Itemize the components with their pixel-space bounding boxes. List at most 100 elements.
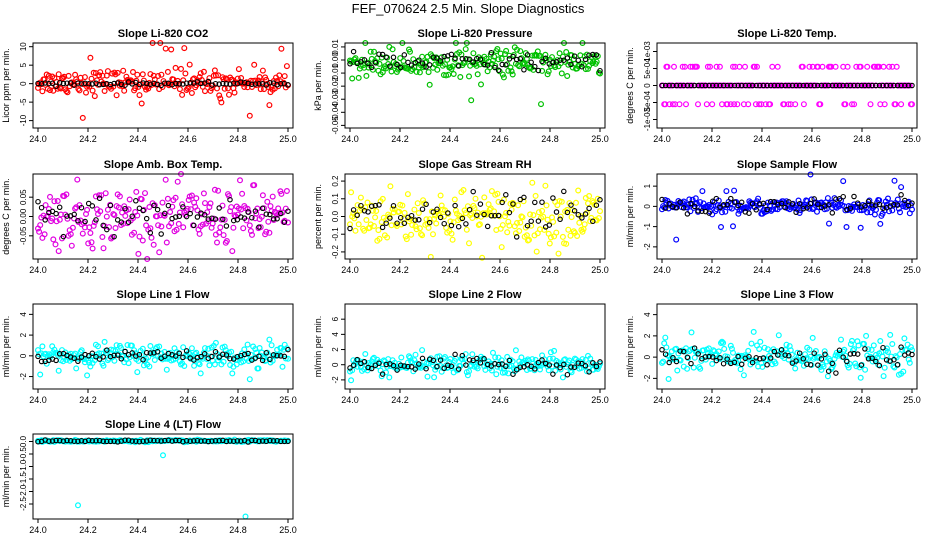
x-tick-label: 24.0 bbox=[341, 265, 359, 275]
reference-point bbox=[836, 82, 843, 89]
data-point bbox=[188, 345, 195, 352]
data-point bbox=[88, 239, 95, 246]
reference-point bbox=[495, 361, 502, 368]
reference-point bbox=[82, 218, 88, 225]
reference-point bbox=[688, 200, 694, 207]
data-point bbox=[523, 55, 530, 62]
reference-point bbox=[234, 353, 241, 360]
reference-point bbox=[434, 206, 440, 213]
data-point bbox=[42, 202, 49, 209]
reference-point bbox=[459, 56, 466, 62]
reference-point bbox=[201, 351, 208, 357]
reference-point bbox=[397, 362, 404, 369]
reference-point bbox=[582, 56, 589, 63]
reference-point bbox=[122, 205, 128, 212]
reference-point bbox=[430, 357, 437, 364]
reference-point bbox=[136, 438, 143, 445]
data-point bbox=[727, 342, 734, 349]
reference-point bbox=[274, 215, 280, 222]
data-point bbox=[535, 209, 542, 216]
data-point bbox=[476, 221, 483, 228]
reference-point bbox=[75, 217, 81, 224]
data-point bbox=[824, 373, 831, 380]
reference-point bbox=[713, 82, 720, 89]
reference-point bbox=[56, 204, 63, 211]
reference-point bbox=[162, 437, 168, 444]
data-point bbox=[905, 356, 912, 363]
x-tick-label: 24.8 bbox=[229, 265, 247, 275]
data-point bbox=[596, 70, 603, 77]
data-point bbox=[448, 230, 455, 237]
reference-point bbox=[89, 203, 96, 209]
data-point bbox=[239, 190, 246, 197]
reference-point bbox=[89, 438, 96, 444]
data-point bbox=[193, 195, 200, 202]
reference-point bbox=[597, 67, 603, 74]
data-point bbox=[491, 53, 498, 60]
data-point bbox=[682, 101, 689, 108]
reference-point bbox=[234, 216, 241, 223]
data-point bbox=[691, 354, 698, 361]
data-point bbox=[796, 210, 803, 217]
data-point bbox=[663, 344, 670, 351]
data-point bbox=[55, 367, 62, 374]
reference-point bbox=[528, 59, 534, 66]
data-point bbox=[495, 56, 502, 63]
data-point bbox=[238, 74, 245, 81]
data-point bbox=[375, 227, 382, 234]
y-tick-label: -0.03 bbox=[331, 90, 340, 109]
reference-point bbox=[858, 362, 865, 368]
reference-point bbox=[100, 438, 106, 445]
data-point bbox=[852, 360, 859, 367]
x-tick-label: 24.6 bbox=[803, 134, 821, 144]
panel-title: Slope Line 4 (LT) Flow bbox=[105, 419, 221, 431]
reference-point bbox=[198, 353, 204, 360]
y-tick-label: 2 bbox=[643, 333, 652, 338]
data-point bbox=[249, 231, 256, 238]
data-point bbox=[506, 222, 513, 229]
data-point bbox=[276, 210, 283, 217]
data-point bbox=[126, 354, 133, 361]
reference-point bbox=[720, 201, 727, 208]
reference-point bbox=[198, 438, 204, 444]
reference-point bbox=[670, 204, 676, 210]
reference-point bbox=[804, 205, 810, 211]
reference-point bbox=[833, 370, 839, 376]
data-point bbox=[845, 364, 852, 371]
reference-point bbox=[350, 48, 357, 55]
reference-point bbox=[510, 371, 516, 377]
reference-point bbox=[891, 82, 897, 89]
reference-point bbox=[503, 62, 509, 68]
reference-point bbox=[746, 353, 752, 360]
reference-point bbox=[220, 80, 226, 87]
data-point bbox=[891, 177, 898, 184]
reference-point bbox=[111, 438, 117, 444]
data-point bbox=[582, 66, 589, 73]
reference-point bbox=[894, 362, 901, 368]
data-point bbox=[89, 87, 96, 94]
data-point bbox=[819, 63, 826, 70]
data-point bbox=[442, 354, 449, 361]
data-point bbox=[135, 250, 142, 257]
reference-point bbox=[361, 57, 368, 63]
reference-point bbox=[216, 354, 222, 360]
reference-point bbox=[401, 220, 408, 227]
data-point bbox=[809, 334, 816, 341]
reference-point bbox=[840, 193, 846, 200]
data-point bbox=[413, 226, 420, 233]
reference-point bbox=[230, 80, 237, 86]
data-point bbox=[731, 101, 738, 108]
y-axis-label: kPa per min. bbox=[313, 60, 323, 111]
reference-point bbox=[481, 211, 487, 218]
data-point bbox=[181, 363, 188, 370]
reference-point bbox=[122, 82, 128, 88]
data-point bbox=[257, 86, 264, 93]
data-point bbox=[197, 370, 204, 377]
panel-title: Slope Gas Stream RH bbox=[418, 159, 531, 171]
data-point bbox=[348, 377, 355, 384]
reference-point bbox=[691, 345, 698, 351]
reference-point bbox=[220, 351, 226, 358]
outlier-point bbox=[242, 513, 249, 520]
data-point bbox=[403, 64, 410, 71]
y-tick-label: 0.01 bbox=[331, 39, 340, 55]
